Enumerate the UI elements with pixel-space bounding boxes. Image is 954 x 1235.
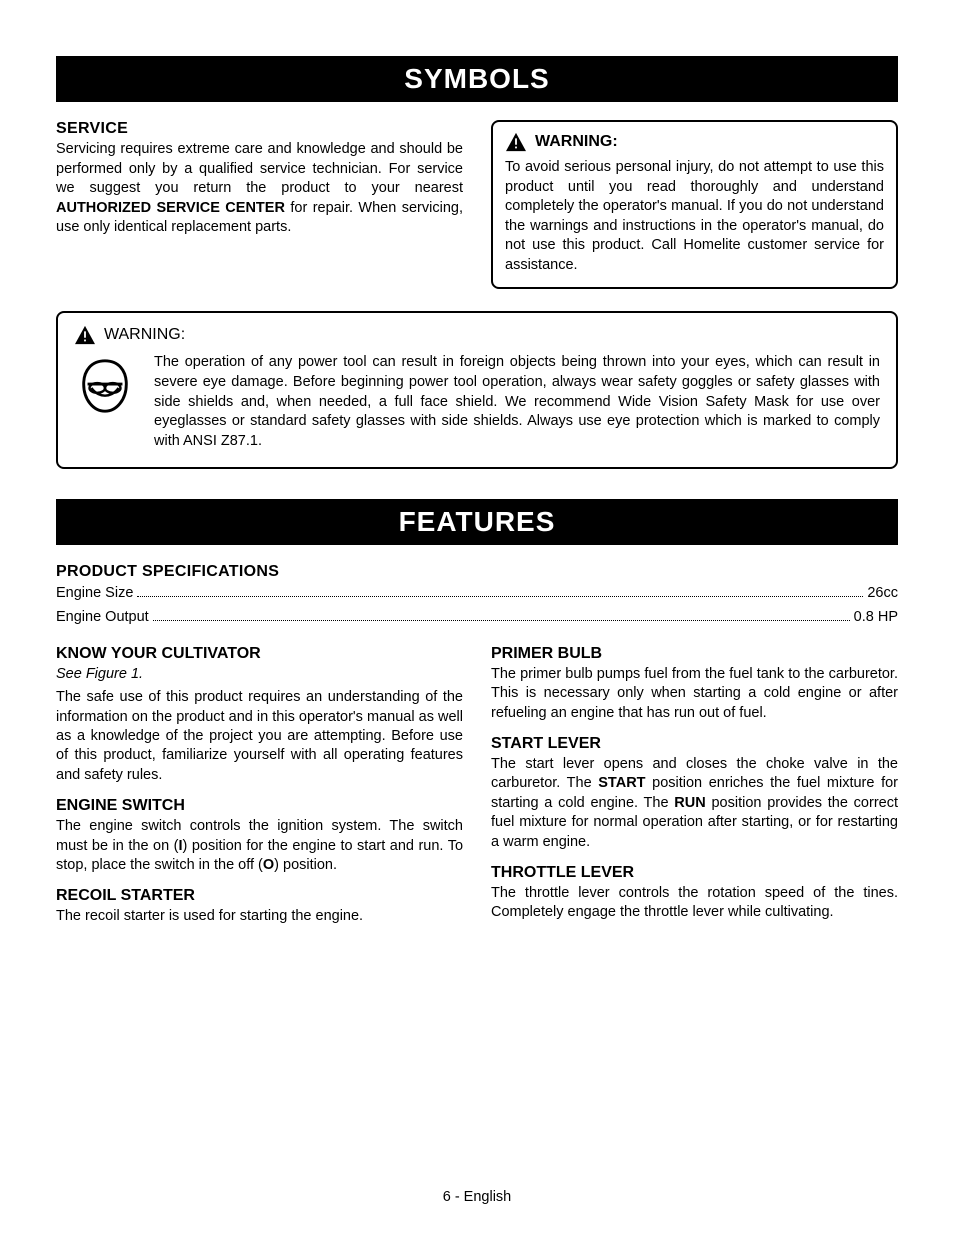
warning-wide-body: The operation of any power tool can resu…	[74, 353, 880, 451]
recoil-heading: RECOIL STARTER	[56, 887, 463, 905]
spec-label: Engine Size	[56, 583, 133, 605]
features-columns: KNOW YOUR CULTIVATOR See Figure 1. The s…	[56, 645, 898, 939]
sl-b2: RUN	[674, 795, 705, 811]
service-text-pre: Servicing requires extreme care and know…	[56, 141, 463, 196]
warning-icon	[74, 325, 96, 345]
service-text: Servicing requires extreme care and know…	[56, 140, 463, 238]
product-specifications: PRODUCT SPECIFICATIONS Engine Size 26cc …	[56, 563, 898, 629]
warning-small-box: WARNING: To avoid serious personal injur…	[491, 120, 898, 289]
engine-switch-heading: ENGINE SWITCH	[56, 797, 463, 815]
warning-wide-title: WARNING:	[104, 326, 185, 344]
warning-wide-box: WARNING: The operation of any power tool…	[56, 311, 898, 469]
spec-value: 0.8 HP	[854, 607, 898, 629]
know-text: The safe use of this product requires an…	[56, 688, 463, 785]
engine-switch-text: The engine switch controls the ignition …	[56, 817, 463, 875]
warning-icon	[505, 132, 527, 152]
engine-switch: ENGINE SWITCH The engine switch controls…	[56, 797, 463, 875]
warning-small-header: WARNING:	[505, 132, 884, 152]
dot-leader	[137, 585, 863, 597]
service-block: SERVICE Servicing requires extreme care …	[56, 120, 463, 289]
page-footer: 6 - English	[0, 1189, 954, 1205]
know-your-cultivator: KNOW YOUR CULTIVATOR See Figure 1. The s…	[56, 645, 463, 786]
primer-bulb: PRIMER BULB The primer bulb pumps fuel f…	[491, 645, 898, 723]
service-bold: AUTHORIZED SERVICE CENTER	[56, 200, 285, 216]
spec-value: 26cc	[867, 583, 898, 605]
service-heading: SERVICE	[56, 120, 463, 138]
warning-wide-text: The operation of any power tool can resu…	[154, 353, 880, 451]
warning-small-title: WARNING:	[535, 133, 618, 151]
features-right-col: PRIMER BULB The primer bulb pumps fuel f…	[491, 645, 898, 939]
sl-b1: START	[598, 775, 645, 791]
warning-small-col: WARNING: To avoid serious personal injur…	[491, 120, 898, 289]
know-subtitle: See Figure 1.	[56, 665, 463, 684]
primer-heading: PRIMER BULB	[491, 645, 898, 663]
dot-leader	[153, 609, 850, 621]
start-lever: START LEVER The start lever opens and cl…	[491, 735, 898, 852]
start-lever-text: The start lever opens and closes the cho…	[491, 755, 898, 852]
es-b2: O	[263, 857, 274, 873]
spec-label: Engine Output	[56, 607, 149, 629]
primer-text: The primer bulb pumps fuel from the fuel…	[491, 665, 898, 723]
know-heading: KNOW YOUR CULTIVATOR	[56, 645, 463, 663]
es-post: ) position.	[274, 857, 337, 873]
throttle-lever: THROTTLE LEVER The throttle lever contro…	[491, 864, 898, 923]
features-left-col: KNOW YOUR CULTIVATOR See Figure 1. The s…	[56, 645, 463, 939]
spec-row: Engine Output 0.8 HP	[56, 607, 898, 629]
specs-heading: PRODUCT SPECIFICATIONS	[56, 563, 898, 581]
recoil-text: The recoil starter is used for starting …	[56, 907, 463, 926]
spec-row: Engine Size 26cc	[56, 583, 898, 605]
goggles-icon	[74, 355, 136, 417]
start-lever-heading: START LEVER	[491, 735, 898, 753]
recoil-starter: RECOIL STARTER The recoil starter is use…	[56, 887, 463, 926]
throttle-text: The throttle lever controls the rotation…	[491, 884, 898, 923]
symbols-banner: SYMBOLS	[56, 56, 898, 102]
warning-wide-header: WARNING:	[74, 325, 880, 345]
warning-small-text: To avoid serious personal injury, do not…	[505, 158, 884, 275]
service-warning-row: SERVICE Servicing requires extreme care …	[56, 120, 898, 289]
throttle-heading: THROTTLE LEVER	[491, 864, 898, 882]
features-banner: FEATURES	[56, 499, 898, 545]
